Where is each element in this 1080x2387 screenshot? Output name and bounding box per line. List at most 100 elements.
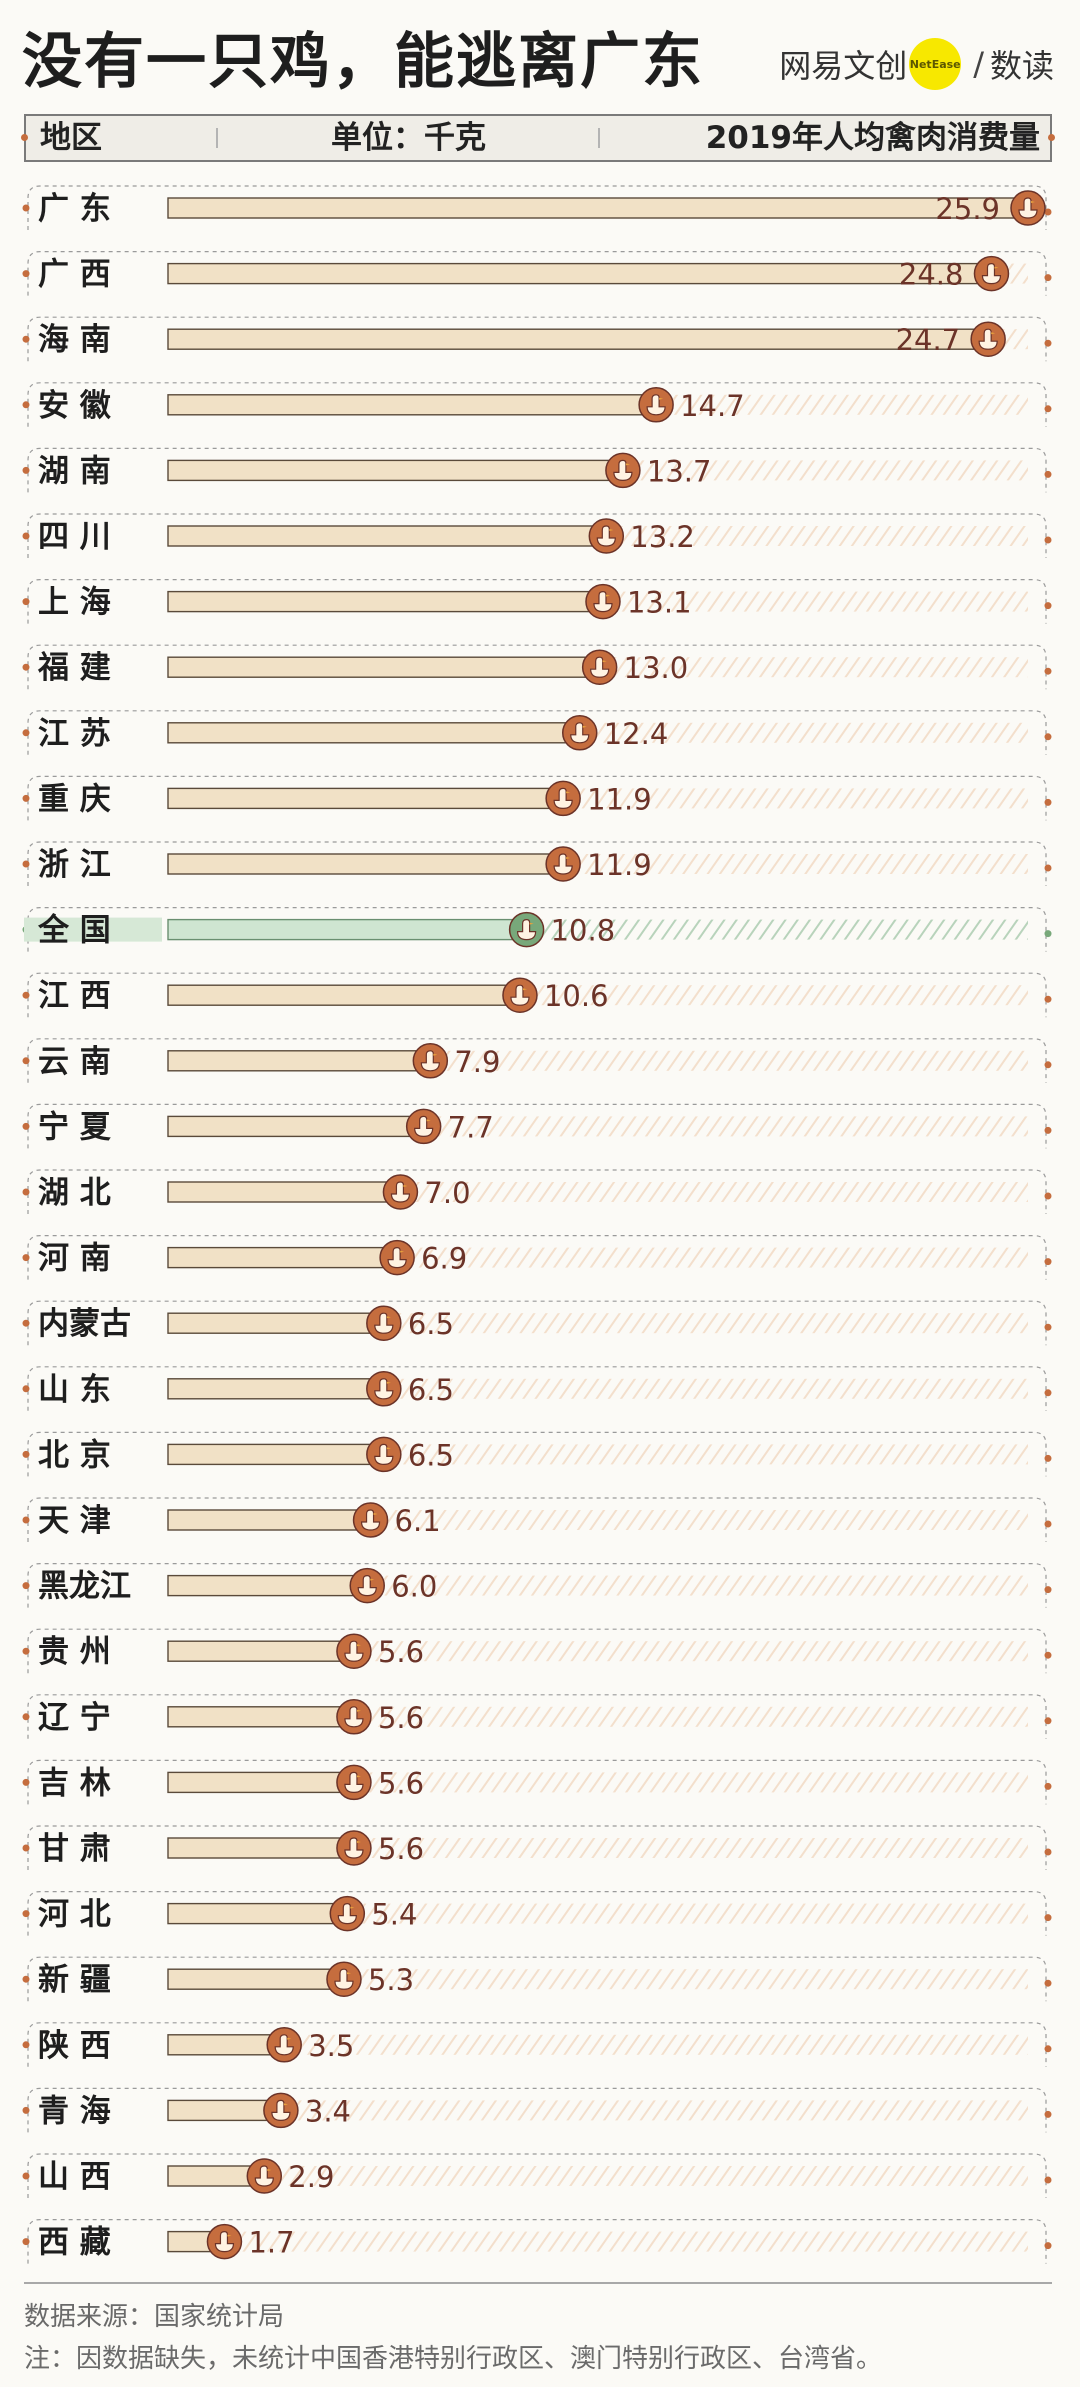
row-end-dot: [1044, 1258, 1052, 1266]
bar-remainder: [1002, 329, 1028, 350]
category-label: 上 海: [38, 585, 111, 621]
category-label: 广 东: [38, 191, 111, 227]
row-end-dot: [22, 1319, 30, 1327]
chicken-icon-beak: [356, 1775, 361, 1778]
bar-row: 辽 宁 5.6: [22, 1694, 1052, 1739]
bar-row: 陕 西 3.5: [22, 2022, 1052, 2067]
chicken-icon: [336, 1764, 372, 1801]
chicken-icon: [970, 321, 1006, 357]
header-unit: 单位：千克: [331, 120, 486, 156]
bar-remainder: [397, 1444, 1029, 1465]
bar-row: 黑龙江 6.0: [22, 1563, 1052, 1608]
bar: [167, 1837, 355, 1859]
row-end-dot: [22, 270, 30, 278]
row-end-dot: [22, 1188, 30, 1196]
row-end-dot: [22, 2041, 30, 2049]
value-label: 6.0: [391, 1570, 437, 1604]
bar-remainder: [593, 722, 1028, 743]
row-end-dot: [1044, 2176, 1052, 2184]
row-bracket: [27, 2087, 1047, 2133]
bar-row: 浙 江 11.9: [22, 841, 1052, 886]
category-label: 江 西: [38, 978, 111, 1014]
bar-remainder: [367, 1838, 1029, 1858]
bar: [167, 1509, 372, 1531]
row-end-dot: [22, 1057, 30, 1065]
category-label: 陕 西: [38, 2028, 111, 2064]
category-label: 河 北: [38, 1897, 111, 1933]
category-label: 北 京: [38, 1437, 111, 1473]
bar-row: 重 庆 11.9: [22, 775, 1052, 821]
value-label: 5.3: [368, 1963, 414, 1997]
chicken-icon-beak: [356, 1644, 361, 1647]
chicken-icon-beak: [994, 266, 999, 269]
chicken-icon: [266, 2027, 302, 2063]
row-end-dot: [22, 1385, 30, 1393]
value-label: 6.1: [395, 1504, 441, 1538]
value-label: 6.5: [408, 1307, 454, 1341]
chicken-icon: [336, 1830, 372, 1866]
value-label: 13.0: [624, 651, 689, 685]
value-label: 12.4: [604, 717, 669, 751]
category-label: 新 疆: [38, 1962, 111, 1998]
row-end-dot: [22, 1582, 30, 1590]
row-end-dot: [1044, 995, 1052, 1003]
bar-row: 天 津 6.1: [22, 1497, 1052, 1542]
value-label: 25.9: [935, 192, 1000, 226]
value-label: 10.8: [551, 914, 616, 948]
bar: [167, 1574, 368, 1597]
bar-row: 海 南 24.7: [22, 316, 1052, 362]
bar-row: 湖 南 13.7: [22, 447, 1052, 493]
header-separator: [598, 128, 600, 148]
bar: [167, 1968, 345, 1990]
bar-row: 新 疆 5.3: [22, 1956, 1052, 2002]
chicken-icon: [605, 452, 641, 489]
bar: [167, 590, 604, 613]
bar-remainder: [298, 2034, 1029, 2055]
value-label: 11.9: [587, 848, 652, 882]
bar-remainder: [367, 1641, 1029, 1662]
category-label: 甘 肃: [38, 1831, 111, 1867]
column-header-bar: 地区 单位：千克 2019年人均禽肉消费量: [21, 114, 1055, 162]
row-end-dot: [1044, 1389, 1052, 1397]
row-end-dot: [1044, 274, 1052, 282]
value-label: 3.4: [305, 2094, 351, 2128]
value-label: 3.5: [308, 2029, 354, 2063]
category-label: 天 津: [38, 1503, 111, 1539]
row-bracket: [27, 2022, 1047, 2067]
row-end-dot: [1044, 536, 1052, 544]
category-label: 全 国: [37, 913, 111, 949]
bar-row: 湖 北 7.0: [22, 1169, 1052, 1214]
bar-row: 西 藏 1.7: [22, 2219, 1052, 2264]
value-label: 14.7: [680, 389, 745, 423]
bar-remainder: [437, 1116, 1029, 1137]
row-end-dot: [22, 2106, 30, 2114]
category-label: 黑龙江: [38, 1569, 131, 1605]
row-end-dot: [1044, 864, 1052, 872]
row-end-dot: [22, 1450, 30, 1458]
row-end-dot: [22, 532, 30, 540]
category-label: 四 川: [38, 519, 111, 555]
category-label: 湖 南: [38, 453, 111, 489]
category-label: 内蒙古: [38, 1306, 131, 1342]
bar-row: 广 东 25.9: [22, 185, 1052, 230]
row-end-dot: [22, 1713, 30, 1721]
chicken-icon: [349, 1567, 385, 1604]
category-label: 江 苏: [38, 716, 111, 752]
category-label: 海 南: [38, 322, 111, 358]
row-bracket: [27, 447, 1047, 493]
bar: [167, 262, 993, 285]
row-end-dot: [1044, 1454, 1052, 1462]
chicken-icon-beak: [991, 332, 996, 335]
chicken-icon: [379, 1239, 415, 1276]
row-bracket: [27, 1825, 1047, 1870]
value-label: 13.1: [627, 586, 692, 620]
bar-row: 宁 夏 7.7: [22, 1103, 1052, 1149]
row-bracket: [27, 1431, 1047, 1477]
chicken-icon: [588, 518, 625, 554]
row-end-dot: [22, 466, 30, 474]
chicken-icon: [246, 2158, 283, 2194]
bar: [167, 1246, 398, 1269]
chicken-icon: [352, 1502, 389, 1538]
row-end-dot: [1044, 2242, 1052, 2250]
